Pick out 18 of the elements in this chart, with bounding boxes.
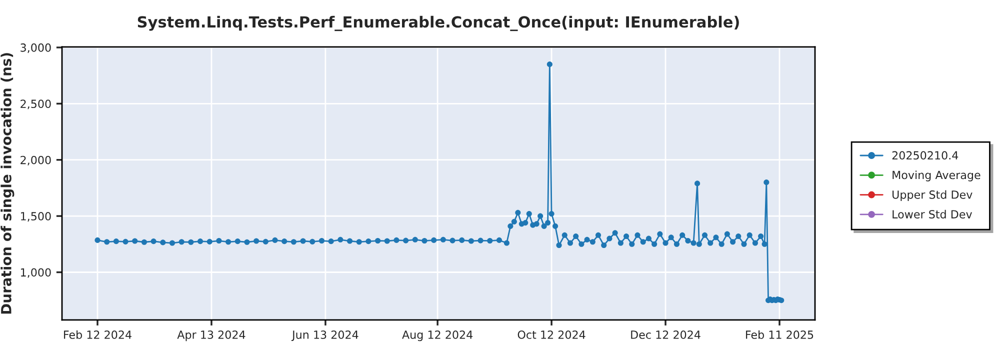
legend-label: 20250210.4 [892, 151, 958, 160]
legend-label: Lower Std Dev [892, 210, 972, 218]
y-tick-label: 2,000 [20, 156, 51, 166]
x-tick-label: Aug 12 2024 [402, 330, 473, 342]
y-tick-label: 2,500 [20, 100, 51, 110]
x-tick-label: Feb 11 2025 [746, 330, 814, 339]
legend-label: Moving Average [892, 170, 980, 182]
y-tick-label: 3,000 [20, 43, 51, 53]
x-tick-label: Apr 13 2024 [177, 330, 246, 342]
x-tick-label: Feb 12 2024 [64, 330, 132, 339]
y-tick-label: 1,000 [20, 268, 51, 278]
x-tick-label: Jun 13 2024 [291, 330, 358, 341]
chart-title: System.Linq.Tests.Perf_Enumerable.Concat_Once(input: IEnumerable) [138, 16, 739, 32]
x-tick-label: Oct 12 2024 [518, 330, 586, 339]
x-tick-label: Dec 12 2024 [631, 330, 700, 339]
legend-label: Upper Std Dev [892, 190, 972, 201]
y-axis-title: Duration of single invocation (ns) [0, 53, 14, 314]
y-tick-label: 1,500 [20, 212, 51, 222]
